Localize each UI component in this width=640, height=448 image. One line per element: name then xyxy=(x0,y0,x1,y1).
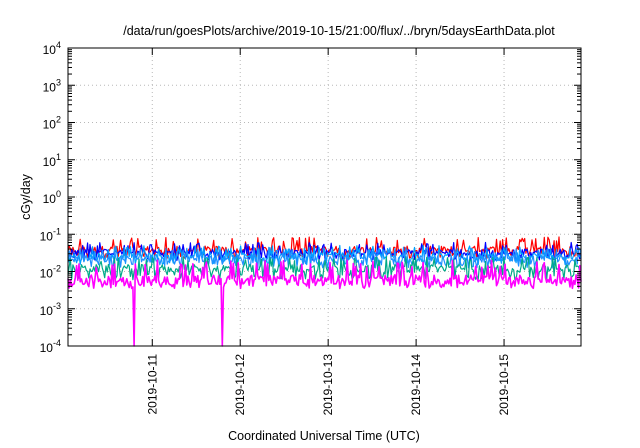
y-tick-exponent: -1 xyxy=(53,226,61,236)
x-tick-label: 2019-10-15 xyxy=(497,354,511,416)
series-group xyxy=(67,236,582,347)
x-tick-label: 2019-10-12 xyxy=(233,354,247,416)
y-tick-exponent: 0 xyxy=(56,189,61,199)
y-tick-exponent: -4 xyxy=(53,338,61,348)
ticks xyxy=(68,47,581,347)
y-tick-label: 10-4 xyxy=(40,338,61,355)
y-tick-exponent: 3 xyxy=(56,77,61,87)
y-tick-label: 10-3 xyxy=(40,301,61,318)
chart-title: /data/run/goesPlots/archive/2019-10-15/2… xyxy=(123,24,555,38)
y-tick-label: 100 xyxy=(43,189,61,206)
y-tick-label: 10-1 xyxy=(40,226,61,243)
series-line xyxy=(67,259,582,347)
x-tick-labels: 2019-10-11 2019-10-12 2019-10-13 2019-10-14… xyxy=(145,354,511,416)
y-tick-label: 101 xyxy=(43,152,61,169)
y-axis-label: cGy/day xyxy=(19,173,33,220)
y-tick-exponent: 2 xyxy=(56,115,61,125)
y-tick-label: 102 xyxy=(43,115,61,132)
x-tick-label: 2019-10-11 xyxy=(145,354,159,415)
y-tick-exponent: -2 xyxy=(53,264,61,274)
grid xyxy=(68,48,581,346)
y-tick-exponent: -3 xyxy=(53,301,61,311)
y-tick-label: 10-2 xyxy=(40,264,61,281)
y-tick-exponent: 1 xyxy=(56,152,61,162)
y-tick-label: 103 xyxy=(43,77,61,94)
y-tick-label: 104 xyxy=(43,40,61,57)
y-tick-exponent: 4 xyxy=(56,40,61,50)
x-axis-label: Coordinated Universal Time (UTC) xyxy=(228,429,420,443)
x-tick-label: 2019-10-13 xyxy=(321,354,335,416)
x-tick-label: 2019-10-14 xyxy=(409,354,423,416)
